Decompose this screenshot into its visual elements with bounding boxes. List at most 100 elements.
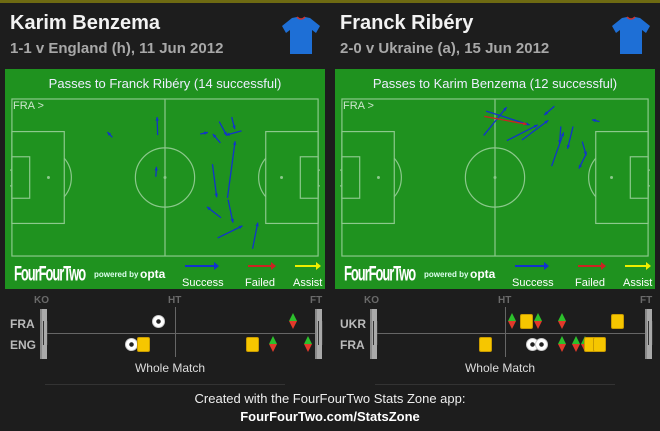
pass-arrow-failed — [484, 115, 527, 125]
legend-failed-arrow — [578, 262, 606, 270]
legend-failed: Failed — [245, 277, 275, 289]
legend-assist: Assist — [623, 277, 653, 289]
substitution-icon — [289, 313, 298, 329]
player-panel: Franck Ribéry 2-0 v Ukraine (a), 15 Jun … — [330, 0, 660, 385]
divider — [375, 384, 615, 385]
substitution-icon — [303, 336, 312, 352]
opta-logo: opta — [140, 267, 166, 281]
pitch — [10, 98, 320, 257]
yellow-card-icon — [478, 336, 492, 352]
france-shirt-icon — [282, 16, 320, 54]
goal-ball-icon — [534, 337, 548, 351]
timeline-start-handle[interactable] — [370, 309, 378, 359]
attack-direction-label: FRA > — [13, 100, 44, 112]
arrowhead — [560, 132, 565, 137]
arrowhead — [238, 225, 243, 229]
arrowhead — [206, 206, 211, 211]
arrowhead — [232, 125, 236, 130]
team-label-home: UKR — [340, 317, 366, 331]
substitution-icon — [268, 336, 277, 352]
halftime-line — [505, 307, 506, 357]
legend-failed-arrow — [248, 262, 276, 270]
pass-map-title: Passes to Karim Benzema (12 successful) — [372, 76, 618, 91]
arrowhead — [544, 120, 549, 124]
opta-logo: opta — [470, 267, 496, 281]
team-label-home: FRA — [10, 317, 35, 331]
ht-label: HT — [498, 295, 512, 306]
ht-label: HT — [168, 295, 182, 306]
timeline-end-handle[interactable] — [645, 309, 653, 359]
arrowhead — [544, 111, 549, 116]
arrowhead — [592, 118, 596, 123]
divider — [45, 384, 285, 385]
yellow-card-icon — [610, 313, 624, 329]
legend-success-arrow — [185, 262, 219, 270]
goal-ball-icon — [151, 314, 165, 328]
footer-link[interactable]: FourFourTwo.com/StatsZone — [240, 409, 420, 424]
legend-success: Success — [512, 277, 554, 289]
timeline-start-handle[interactable] — [40, 309, 48, 359]
arrowhead — [107, 132, 112, 136]
top-accent-bar — [0, 0, 660, 3]
legend-success: Success — [182, 277, 224, 289]
substitution-icon — [507, 313, 516, 329]
whole-match-button[interactable]: Whole Match — [464, 361, 536, 375]
arrowhead — [566, 144, 571, 149]
powered-by-text: powered by — [424, 270, 469, 279]
player-name: Karim Benzema — [10, 12, 161, 34]
pass-arrow-success — [226, 141, 236, 199]
powered-by-text: powered by — [94, 270, 139, 279]
pass-arrow-success — [483, 106, 508, 136]
player-panel: Karim Benzema 1-1 v England (h), 11 Jun … — [0, 0, 330, 385]
fourfourtwo-logo: FourFourTwo — [14, 262, 86, 286]
match-subtitle: 1-1 v England (h), 11 Jun 2012 — [10, 40, 224, 57]
arrowhead — [212, 134, 217, 138]
yellow-card-icon — [245, 336, 259, 352]
ft-label: FT — [640, 295, 653, 306]
pitch — [340, 98, 650, 257]
legend-failed: Failed — [575, 277, 605, 289]
substitution-icon — [557, 336, 566, 352]
arrowhead — [154, 166, 158, 171]
yellow-card-icon — [593, 336, 607, 352]
player-name: Franck Ribéry — [340, 12, 474, 34]
match-timeline[interactable]: KO HT FT UKR FRA Whole Match — [330, 290, 660, 385]
pass-map: Passes to Karim Benzema (12 successful) … — [335, 69, 655, 289]
timeline-end-handle[interactable] — [315, 309, 323, 359]
arrowhead — [503, 107, 507, 111]
arrowhead — [204, 131, 208, 135]
legend-success-arrow — [515, 262, 549, 270]
arrowhead — [523, 121, 527, 126]
legend-assist-arrow — [295, 262, 321, 270]
ko-label: KO — [34, 295, 49, 306]
arrowhead — [155, 117, 159, 121]
timeline-axis — [377, 333, 645, 334]
halftime-line — [175, 307, 176, 357]
fourfourtwo-logo: FourFourTwo — [344, 262, 416, 286]
match-timeline[interactable]: KO HT FT FRA ENG Whole Match — [0, 290, 330, 385]
yellow-card-icon — [137, 336, 151, 352]
pass-arrow-success — [217, 225, 243, 239]
arrowhead — [214, 193, 218, 198]
team-label-away: FRA — [340, 338, 365, 352]
arrowhead — [533, 124, 538, 129]
pass-arrow-success — [506, 124, 539, 142]
pass-arrow-success — [566, 126, 574, 149]
ko-label: KO — [364, 295, 379, 306]
substitution-icon — [572, 336, 581, 352]
arrowhead — [578, 164, 583, 169]
pass-arrow-success — [485, 110, 530, 126]
arrowhead — [230, 218, 234, 223]
pass-arrow-success — [551, 132, 565, 167]
pass-arrow-success — [251, 222, 259, 249]
pass-arrow-success — [227, 199, 234, 223]
substitution-icon — [557, 313, 566, 329]
ft-label: FT — [310, 295, 323, 306]
whole-match-button[interactable]: Whole Match — [134, 361, 206, 375]
substitution-icon — [534, 313, 543, 329]
arrowhead — [225, 132, 230, 136]
team-label-away: ENG — [10, 338, 37, 352]
pass-arrow-success — [211, 164, 218, 198]
arrowhead — [255, 222, 259, 227]
pass-arrow-success — [521, 119, 549, 141]
